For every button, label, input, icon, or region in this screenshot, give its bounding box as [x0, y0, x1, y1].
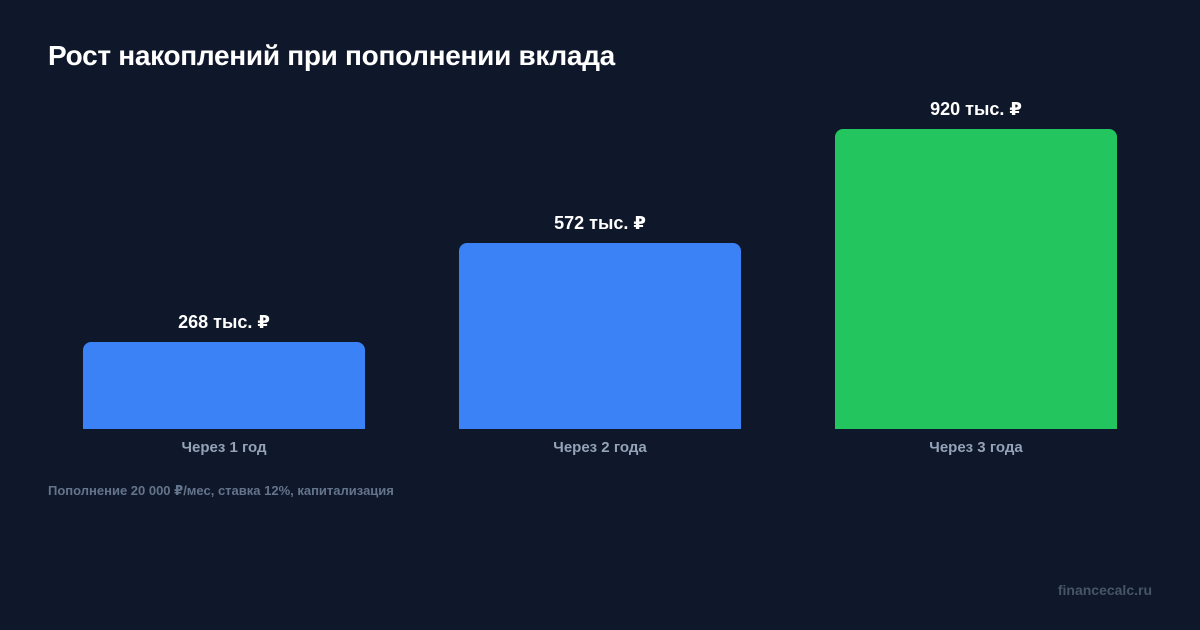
bar: [459, 243, 741, 429]
bar: [835, 129, 1117, 429]
bar-value-label: 920 тыс. ₽: [930, 99, 1022, 119]
bar: [83, 342, 365, 429]
category-label: Через 3 года: [929, 439, 1023, 456]
brand-watermark: financecalc.ru: [1057, 582, 1152, 598]
chart-title: Рост накоплений при пополнении вклада: [48, 40, 615, 71]
category-label: Через 2 года: [553, 439, 647, 456]
category-label: Через 1 год: [181, 439, 267, 456]
bar-value-label: 268 тыс. ₽: [178, 312, 270, 332]
bar-value-label: 572 тыс. ₽: [554, 213, 646, 233]
chart-footnote: Пополнение 20 000 ₽/мес, ставка 12%, кап…: [48, 483, 394, 498]
